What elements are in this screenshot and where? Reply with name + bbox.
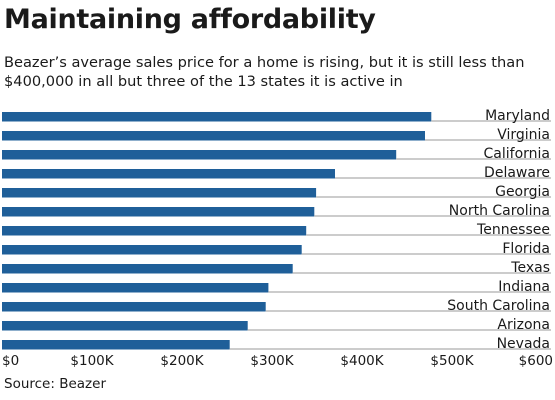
category-label-maryland: Maryland (485, 108, 550, 124)
x-tick-label: $300K (250, 353, 294, 369)
bar-texas (2, 264, 293, 274)
category-label-california: California (484, 146, 550, 162)
bar-tennessee (2, 226, 307, 236)
bar-delaware (2, 169, 335, 179)
bar-south-carolina (2, 302, 266, 312)
x-tick-label: $200K (160, 353, 204, 369)
category-label-delaware: Delaware (484, 165, 550, 181)
chart-subtitle: Beazer’s average sales price for a home … (4, 54, 525, 90)
category-label-south-carolina: South Carolina (447, 298, 550, 314)
bar-california (2, 150, 397, 160)
x-tick-label: $100K (70, 353, 114, 369)
category-label-virginia: Virginia (497, 127, 550, 143)
bar-north-carolina (2, 207, 315, 217)
x-tick-label: $600 (519, 353, 553, 369)
bar-georgia (2, 188, 317, 198)
bar-nevada (2, 340, 230, 350)
category-label-indiana: Indiana (498, 279, 550, 295)
category-label-tennessee: Tennessee (476, 222, 550, 238)
source-note: Source: Beazer (4, 376, 106, 392)
x-tick-label: $500K (430, 353, 474, 369)
x-axis-ticks: $0 $100K $200K $300K $400K $500K $600 (2, 353, 553, 369)
category-label-florida: Florida (502, 241, 550, 257)
bar-arizona (2, 321, 248, 331)
category-label-texas: Texas (510, 260, 550, 276)
category-label-arizona: Arizona (497, 317, 550, 333)
bar-indiana (2, 283, 269, 293)
bar-virginia (2, 131, 425, 141)
x-tick-label: $400K (340, 353, 384, 369)
bar-florida (2, 245, 302, 255)
category-label-nevada: Nevada (497, 336, 550, 352)
bar-maryland (2, 112, 432, 122)
category-label-georgia: Georgia (495, 184, 550, 200)
category-label-north-carolina: North Carolina (449, 203, 550, 219)
chart-title: Maintaining affordability (4, 4, 376, 35)
chart-rows: Maryland Virginia California Delaware Georgi… (2, 108, 551, 352)
x-tick-label: $0 (2, 353, 19, 369)
